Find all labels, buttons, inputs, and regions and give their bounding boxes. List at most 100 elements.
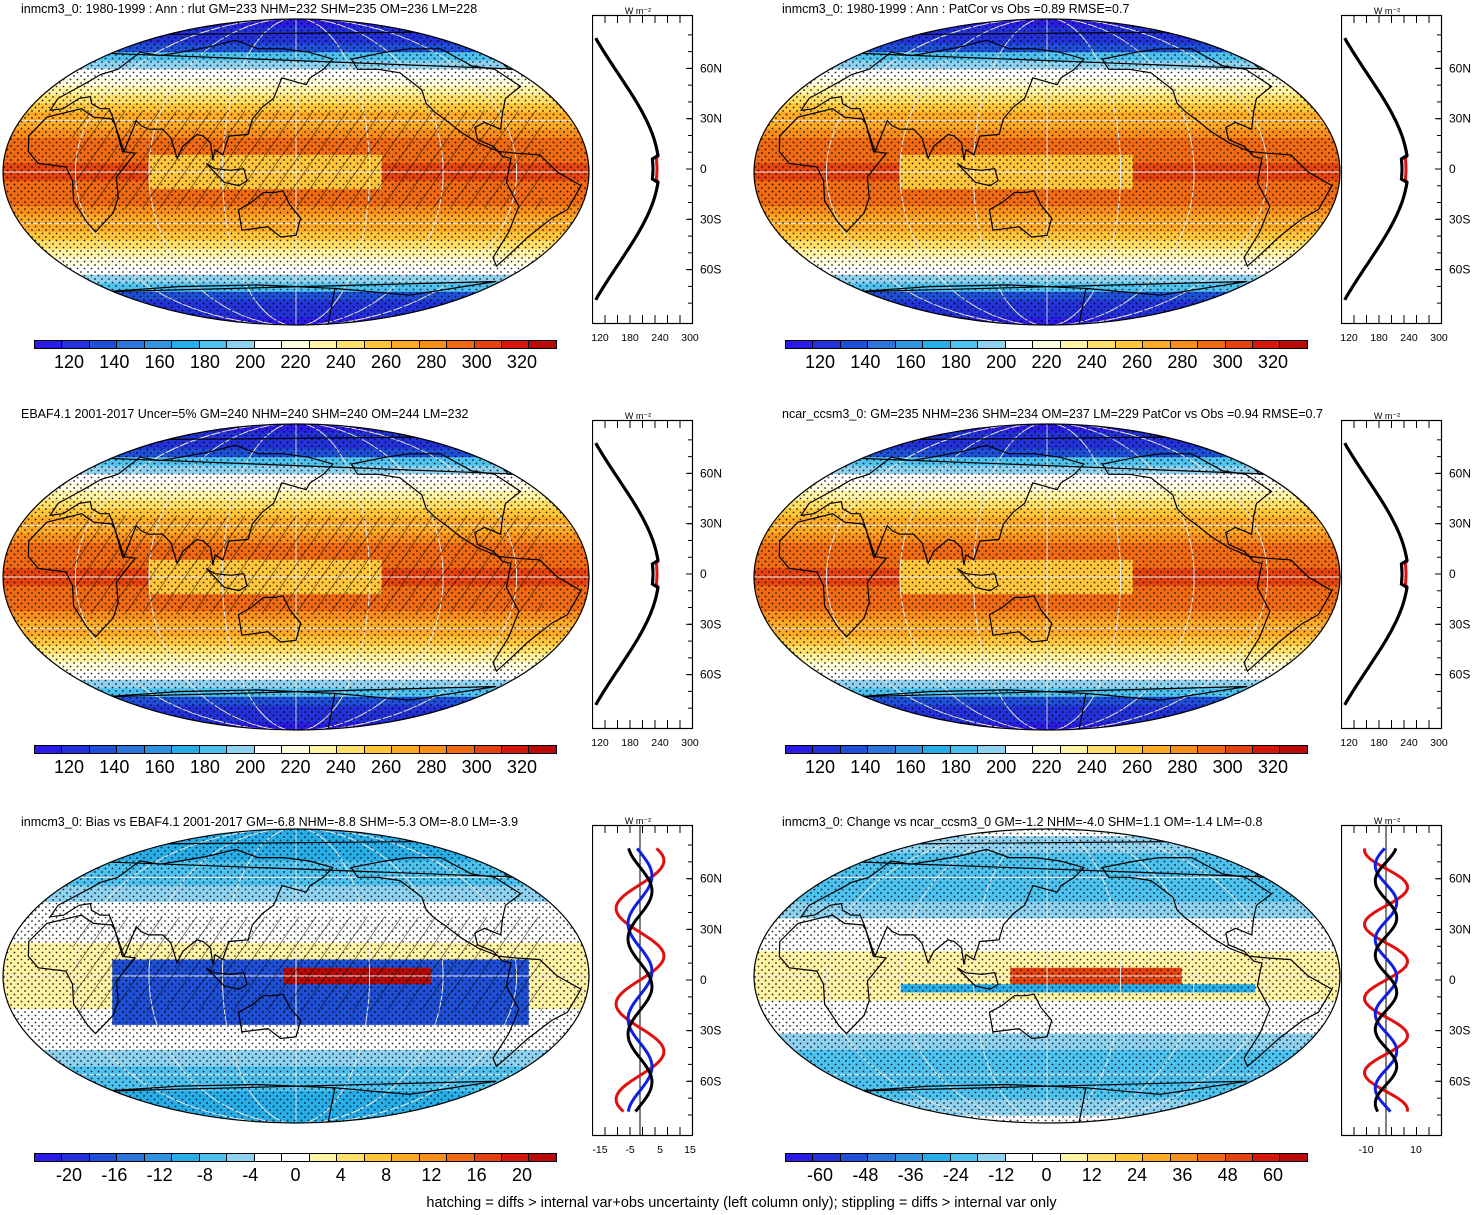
zonal-lat-label: 60S bbox=[1449, 263, 1470, 277]
zonal-lat-label: 60S bbox=[700, 1074, 721, 1088]
colorbar-tick-label: -48 bbox=[852, 1165, 879, 1185]
panel-obs-climatology: EBAF4.1 2001-2017 Uncer=5% GM=240 NHM=24… bbox=[0, 405, 740, 805]
map-field bbox=[754, 829, 1340, 1123]
zonal-lat-label: 30S bbox=[1449, 212, 1470, 226]
colorbar-tick-label: -60 bbox=[807, 1165, 834, 1185]
coastline-antarctica bbox=[104, 685, 497, 730]
colorbar-tick-label: 140 bbox=[850, 757, 881, 777]
panel-model-patcor: inmcm3_0: 1980-1999 : Ann : PatCor vs Ob… bbox=[741, 0, 1483, 400]
zonal-lat-label: 60N bbox=[1449, 61, 1471, 75]
zonal-tick-label: 180 bbox=[621, 737, 639, 749]
zonal-lat-label: 30N bbox=[1449, 922, 1471, 936]
colorbar-tick-label: -4 bbox=[242, 1165, 259, 1185]
panel-change: inmcm3_0: Change vs ncar_ccsm3_0 GM=-1.2… bbox=[741, 810, 1483, 1195]
zonal-lat-label: 0 bbox=[1449, 973, 1456, 987]
colorbar-tick-label: -8 bbox=[196, 1165, 213, 1185]
colorbar-swatch bbox=[447, 746, 475, 753]
zonal-lat-label: 30N bbox=[700, 517, 722, 531]
map-border bbox=[753, 828, 1341, 1124]
coastline-americas bbox=[1101, 453, 1333, 673]
zonal-tick-label: 240 bbox=[1400, 737, 1418, 749]
colorbar-swatch bbox=[1170, 1154, 1199, 1161]
zonal-tick-label: 180 bbox=[1370, 332, 1388, 344]
colorbar-swatch bbox=[117, 341, 145, 348]
colorbar-swatch bbox=[1280, 1154, 1307, 1161]
coastline-indonesia bbox=[205, 967, 248, 990]
panel-title: EBAF4.1 2001-2017 Uncer=5% GM=240 NHM=24… bbox=[21, 407, 469, 421]
coastline-australia bbox=[988, 993, 1053, 1040]
colorbar-swatch bbox=[227, 341, 255, 348]
colorbar-tick-label: 24 bbox=[1127, 1165, 1148, 1185]
colorbar-tick-label: 260 bbox=[1122, 352, 1153, 372]
colorbar-swatch bbox=[144, 1154, 173, 1161]
colorbar-tick-label: 120 bbox=[805, 757, 836, 777]
zonal-unit: W m⁻² bbox=[625, 6, 651, 16]
zonal-model-line bbox=[1343, 442, 1409, 706]
colorbar-swatch bbox=[978, 746, 1006, 753]
colorbar-tick-label: -20 bbox=[56, 1165, 83, 1185]
zonal-lat-label: 30N bbox=[700, 112, 722, 126]
colorbar-tick-label: -36 bbox=[897, 1165, 924, 1185]
colorbar-tick-label: 220 bbox=[1031, 757, 1062, 777]
colorbar-swatch bbox=[1252, 746, 1281, 753]
colorbar-swatch bbox=[89, 341, 118, 348]
map-border bbox=[753, 18, 1341, 326]
colorbar-swatch bbox=[447, 341, 475, 348]
zonal-mean-line bbox=[1343, 37, 1409, 301]
colorbar-tick-label: 0 bbox=[1041, 1165, 1052, 1185]
zonal-tick-label: 240 bbox=[651, 332, 669, 344]
stippling bbox=[754, 19, 1340, 325]
colorbar-tick-label: 240 bbox=[325, 757, 356, 777]
map-field bbox=[754, 424, 1340, 730]
zonal-tick-label: 300 bbox=[681, 737, 699, 749]
zonal-obs-line bbox=[594, 442, 660, 706]
colorbar-swatch bbox=[978, 1154, 1006, 1161]
colorbar-swatch bbox=[364, 746, 393, 753]
colorbar-swatch bbox=[419, 746, 448, 753]
colorbar-tick-label: 120 bbox=[805, 352, 836, 372]
colorbar-swatch bbox=[1143, 746, 1171, 753]
coastline-antarctica bbox=[104, 1080, 497, 1123]
map-border bbox=[753, 423, 1341, 731]
zonal-frame bbox=[592, 419, 694, 730]
stippling bbox=[754, 829, 1340, 1123]
panel-title: ncar_ccsm3_0: GM=235 NHM=236 SHM=234 OM=… bbox=[782, 407, 1323, 421]
colorbar-swatch bbox=[392, 1154, 420, 1161]
colorbar-tick-label: 240 bbox=[1076, 757, 1107, 777]
colorbar-swatch bbox=[35, 1154, 63, 1161]
zonal-tick-label: 120 bbox=[592, 737, 609, 749]
colorbar-swatch bbox=[1033, 341, 1061, 348]
zonal-lat-label: 0 bbox=[700, 973, 707, 987]
zonal-frame bbox=[1341, 14, 1443, 325]
colorbar-tick-label: 200 bbox=[235, 352, 266, 372]
colorbar-swatch bbox=[254, 746, 283, 753]
zonal-lat-label: 60N bbox=[700, 466, 722, 480]
colorbar-swatch bbox=[813, 341, 841, 348]
zonal-lat-label: 60S bbox=[700, 668, 721, 682]
colorbar-tick-label: -16 bbox=[101, 1165, 128, 1185]
colorbar-swatch bbox=[172, 746, 200, 753]
colorbar-swatch bbox=[364, 341, 393, 348]
colorbar-swatch bbox=[199, 1154, 228, 1161]
zonal-tick-label: 120 bbox=[1341, 737, 1358, 749]
colorbar-swatch bbox=[786, 1154, 814, 1161]
colorbar-swatch bbox=[978, 341, 1006, 348]
colorbar-swatch bbox=[895, 1154, 924, 1161]
zonal-frame bbox=[1341, 419, 1443, 730]
map-plot bbox=[2, 423, 590, 731]
colorbar-swatch bbox=[1005, 1154, 1034, 1161]
map-field bbox=[3, 829, 589, 1123]
zonal-lat-label: 30N bbox=[1449, 112, 1471, 126]
panel-title: inmcm3_0: 1980-1999 : Ann : PatCor vs Ob… bbox=[782, 2, 1130, 16]
zonal-lat-label: 60N bbox=[1449, 872, 1471, 886]
zonal-mean-plot: W m⁻² 60N 30N 0 30S 60S 120 180 240 300 bbox=[592, 411, 722, 749]
colorbar-swatch bbox=[337, 1154, 365, 1161]
colorbar-swatch bbox=[1143, 341, 1171, 348]
colorbar-tick-label: 300 bbox=[461, 757, 492, 777]
colorbar-swatch bbox=[529, 746, 556, 753]
coastline-antarctica bbox=[855, 280, 1248, 325]
colorbar-swatch bbox=[337, 341, 365, 348]
colorbar-swatch bbox=[172, 1154, 200, 1161]
colorbar-tick-label: 300 bbox=[1212, 352, 1243, 372]
coastline-americas bbox=[1101, 48, 1333, 268]
